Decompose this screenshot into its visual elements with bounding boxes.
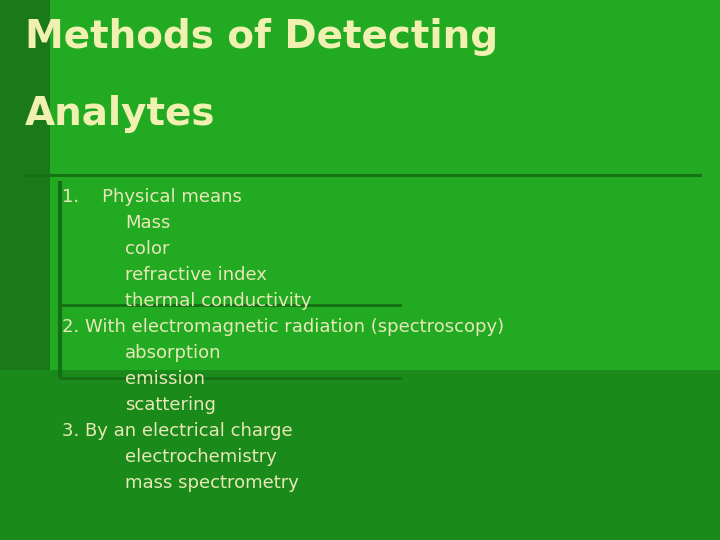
Text: absorption: absorption (125, 344, 222, 362)
Text: Mass: Mass (125, 214, 171, 232)
Text: refractive index: refractive index (125, 266, 267, 284)
Bar (0, 0, 50, 540)
Text: 1.    Physical means: 1. Physical means (62, 188, 242, 206)
Text: emission: emission (125, 370, 205, 388)
Text: color: color (125, 240, 169, 258)
Text: 2. With electromagnetic radiation (spectroscopy): 2. With electromagnetic radiation (spect… (62, 318, 504, 336)
Text: scattering: scattering (125, 396, 216, 414)
Bar (50, 0, 720, 200)
Text: thermal conductivity: thermal conductivity (125, 292, 312, 310)
Text: 3. By an electrical charge: 3. By an electrical charge (62, 422, 292, 440)
Bar (0, 370, 720, 540)
Text: Analytes: Analytes (25, 95, 215, 133)
Text: electrochemistry: electrochemistry (125, 448, 277, 466)
Text: mass spectrometry: mass spectrometry (125, 474, 299, 492)
Text: Methods of Detecting: Methods of Detecting (25, 18, 498, 56)
